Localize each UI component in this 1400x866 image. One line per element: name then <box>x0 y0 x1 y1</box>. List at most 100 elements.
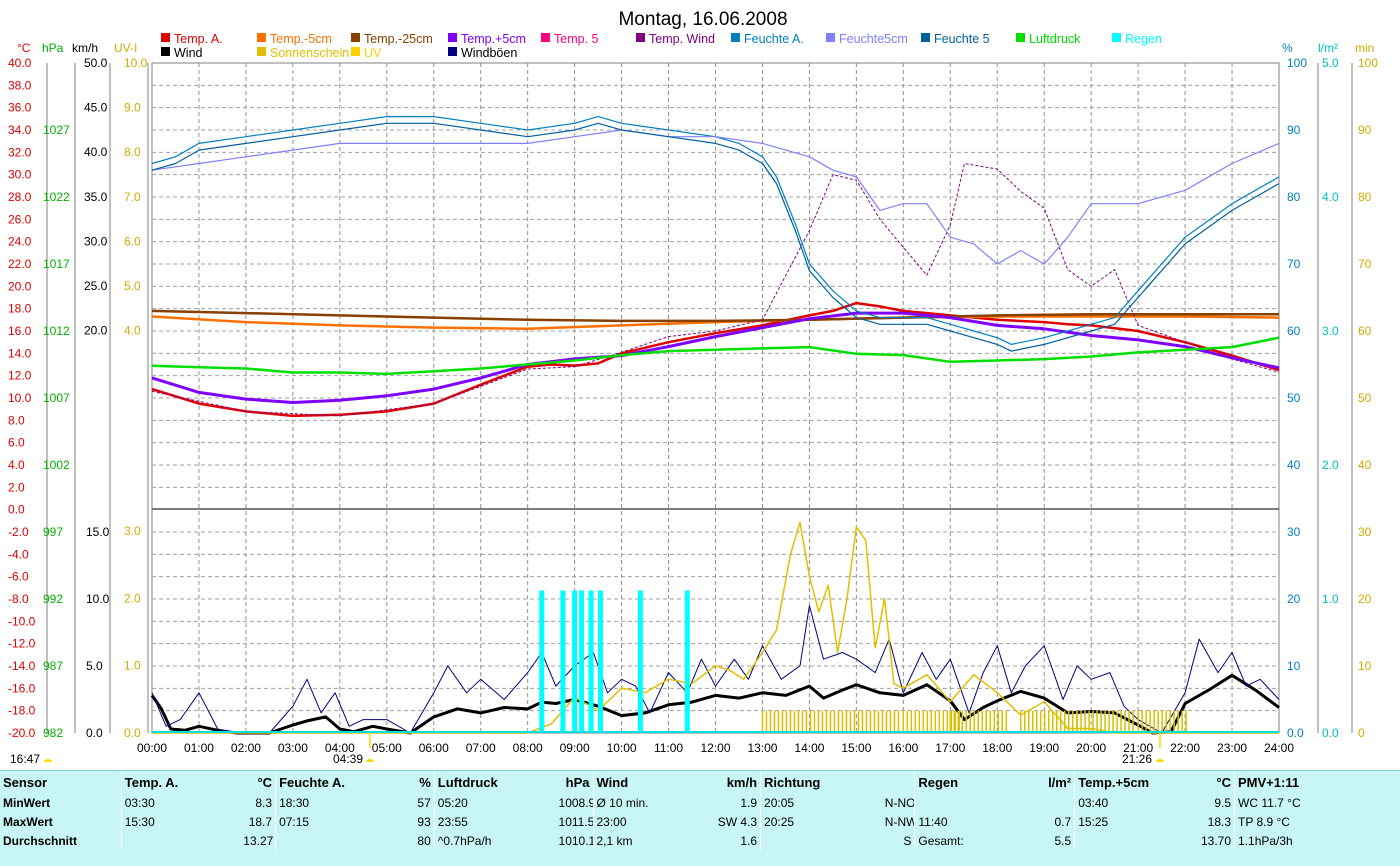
table-cell <box>1036 793 1075 812</box>
tick-label-celsius: 20.0 <box>8 279 32 293</box>
legend-label: Feuchte A. <box>744 32 804 46</box>
row-label: Durchschnitt <box>3 833 78 848</box>
tick-label-celsius: 4.0 <box>8 458 25 472</box>
regen-bar <box>597 590 603 733</box>
tick-label-x: 09:00 <box>560 741 590 755</box>
regen-bar <box>560 590 566 733</box>
legend-swatch <box>161 47 170 56</box>
table-cell <box>1074 831 1196 850</box>
legend-label: Temp.-25cm <box>364 32 433 46</box>
tick-label-x: 11:00 <box>654 741 683 755</box>
tick-label-min: 0 <box>1358 726 1365 740</box>
tick-label-percent: 20 <box>1287 592 1301 606</box>
tick-label-uvi: 0.0 <box>124 726 141 740</box>
legend-swatch <box>541 33 550 42</box>
tick-label-percent: 70 <box>1287 257 1301 271</box>
legend-swatch <box>351 33 360 42</box>
tick-label-lm2: 0.0 <box>1322 726 1339 740</box>
tick-label-x: 06:00 <box>419 741 449 755</box>
tick-label-x: 24:00 <box>1264 741 1294 755</box>
table-header-unit: °C <box>257 774 273 790</box>
legend: Temp. A. Temp.-5cm Temp.-25cm Temp.+5cm Temp… <box>161 32 1162 60</box>
table-cell: 80 <box>417 833 431 848</box>
table-cell: 15:25 <box>1074 812 1196 831</box>
weather-chart: Montag, 16.06.2008 Temp. A. Temp.-5cm Temp… <box>8 9 1378 766</box>
table-header: Richtung <box>760 771 882 793</box>
tick-label-uvi: 3.0 <box>124 524 141 538</box>
table-cell: 23:55 <box>433 812 556 831</box>
legend-swatch <box>731 33 740 42</box>
table-cell: 9.5 <box>1214 795 1232 810</box>
table-header-row: Sensor Temp. A. °C Feuchte A.% Luftdruck h… <box>0 771 1400 793</box>
tick-label-x: 12:00 <box>700 741 730 755</box>
table-cell: 18:30 <box>275 793 397 812</box>
tick-label-min: 10 <box>1358 659 1372 673</box>
table-cell: 13.27 <box>243 833 274 848</box>
table-cell: TP 8.9 °C <box>1234 812 1400 831</box>
tick-label-celsius: 26.0 <box>8 212 32 226</box>
table-cell: 5.5 <box>1054 833 1072 848</box>
legend-label: UV <box>364 46 382 60</box>
tick-label-celsius: 12.0 <box>8 369 32 383</box>
regen-bar <box>539 590 545 733</box>
tick-label-x: 14:00 <box>794 741 824 755</box>
tick-label-kmh: 50.0 <box>84 56 108 70</box>
tick-label-min: 30 <box>1358 525 1372 539</box>
series-line-temp-a- <box>151 301 1280 418</box>
table-cell: 1010.1 <box>558 833 593 848</box>
tick-label-celsius: -2.0 <box>8 525 29 539</box>
tick-label-x: 15:00 <box>841 741 871 755</box>
tick-label-celsius: -8.0 <box>8 592 29 606</box>
tick-label-celsius: 14.0 <box>8 346 32 360</box>
marker-sunset: 21:26 <box>1122 752 1152 766</box>
series-windb-en <box>151 605 1280 734</box>
table-cell <box>760 831 882 850</box>
table-header: Regen <box>914 771 1037 793</box>
axis-header-uvi: UV-I <box>114 41 137 55</box>
legend-label: Feuchte5cm <box>839 32 908 46</box>
tick-label-x: 03:00 <box>278 741 308 755</box>
tick-label-kmh: 30.0 <box>84 234 108 248</box>
tick-label-kmh: 25.0 <box>84 279 108 293</box>
tick-label-x: 04:00 <box>325 741 355 755</box>
tick-label-celsius: 10.0 <box>8 391 32 405</box>
legend-label: Wind <box>174 46 203 60</box>
tick-label-celsius: 8.0 <box>8 413 25 427</box>
series-line-luftdruck <box>151 336 1280 376</box>
table-header-unit: °C <box>1216 774 1232 790</box>
tick-label-celsius: 30.0 <box>8 168 32 182</box>
tick-label-kmh: 15.0 <box>86 525 110 539</box>
table-cell <box>120 831 241 850</box>
table-cell: SW 4.3 <box>717 814 758 829</box>
tick-label-x: 10:00 <box>607 741 637 755</box>
tick-label-kmh: 40.0 <box>84 145 108 159</box>
plot-bottom <box>150 521 1280 735</box>
tick-label-x: 23:00 <box>1217 741 1247 755</box>
tick-label-percent: 50 <box>1287 391 1301 405</box>
tick-label-uvi: 10.0 <box>124 56 148 70</box>
tick-label-kmh: 5.0 <box>86 659 103 673</box>
tick-label-lm2: 2.0 <box>1322 458 1339 472</box>
tick-label-uvi: 1.0 <box>124 659 141 673</box>
legend-swatch <box>1016 33 1025 42</box>
legend-label: Temp. 5 <box>554 32 599 46</box>
tick-label-kmh: 35.0 <box>84 190 108 204</box>
table-cell <box>914 793 1037 812</box>
summary-table: Sensor Temp. A. °C Feuchte A.% Luftdruck h… <box>0 770 1400 866</box>
axis-header-celsius: °C <box>17 41 31 55</box>
series-line-temp-5cm <box>151 311 1280 404</box>
axis-headers: °C hPa km/h UV-I% l/m² min <box>17 41 1374 55</box>
series-line-temp-wind <box>151 163 1280 417</box>
tick-label-lm2: 4.0 <box>1322 190 1339 204</box>
tick-label-min: 90 <box>1358 123 1372 137</box>
tick-label-percent: 30 <box>1287 525 1301 539</box>
table-header-unit: % <box>419 774 431 790</box>
table-cell: Ø 10 min. <box>592 793 715 812</box>
tick-label-uvi: 9.0 <box>124 101 141 115</box>
table-row: MaxWert 15:30 18.7 07:15 93 23:55 1011.5 23… <box>0 812 1400 831</box>
table-header: Wind <box>592 771 715 793</box>
tick-label-celsius: 0.0 <box>8 503 25 517</box>
tick-label-x: 18:00 <box>982 741 1012 755</box>
tick-label-hpa: 1007 <box>43 391 70 405</box>
tick-label-uvi: 7.0 <box>124 190 141 204</box>
